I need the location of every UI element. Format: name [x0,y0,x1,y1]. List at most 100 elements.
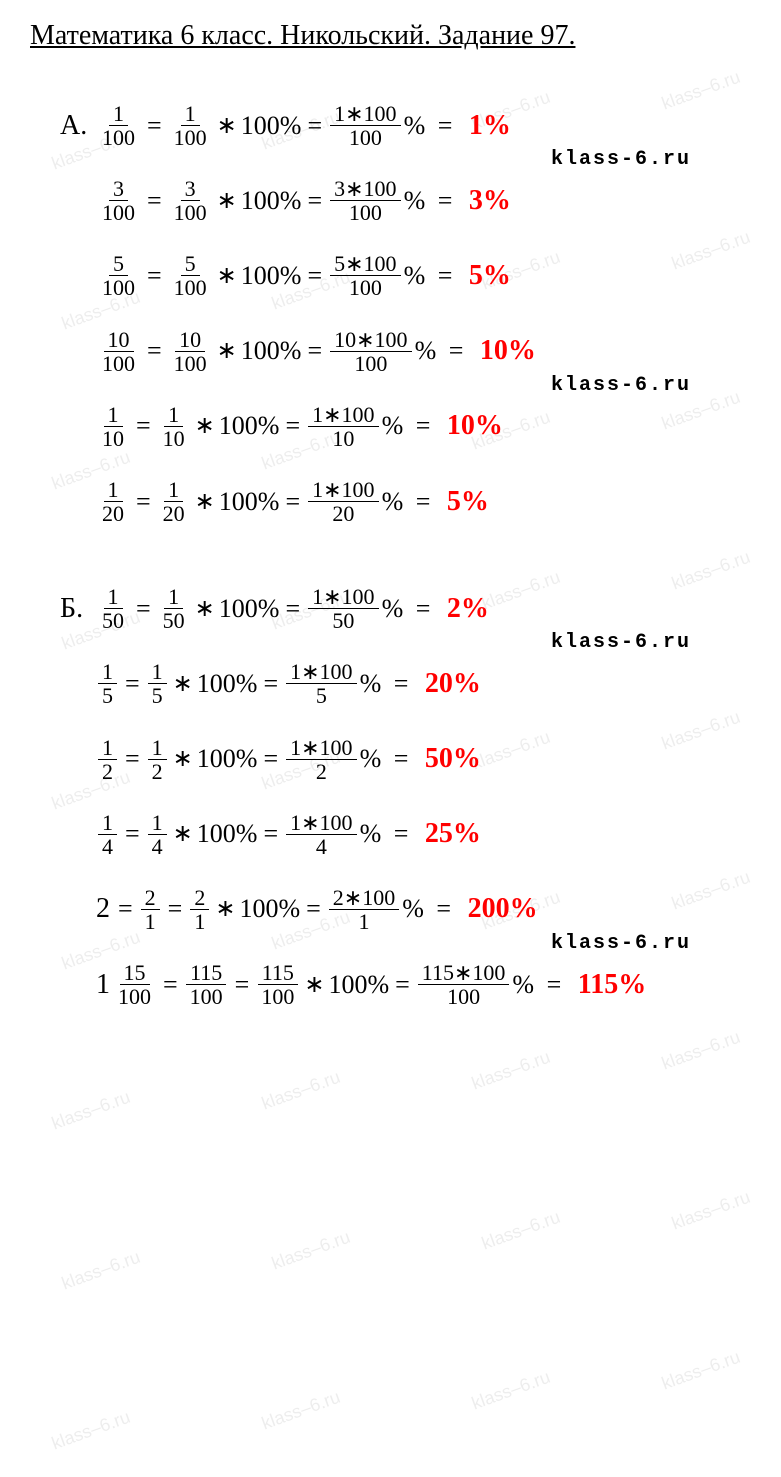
section-label: А. [60,112,90,140]
hundred-percent: 100% [241,188,302,214]
percent-sign: % [382,413,404,439]
multiply-sign: ∗ [195,490,215,514]
fraction-denominator: 1 [141,910,160,933]
fraction: 12 [148,736,167,783]
multiply-sign: ∗ [173,822,193,846]
percent-sign: % [512,972,534,998]
equation-row: 2=21=21∗100%=2∗1001% = 200%klass-6.ru [60,886,751,933]
fraction: 2∗1001 [329,886,399,933]
hundred-percent: 100% [219,489,280,515]
equation-row: 110=110∗100%=1∗10010% = 10% [60,403,751,450]
answer-value: 50% [425,745,481,773]
answer-value: 10% [447,412,503,440]
answer-value: 25% [425,820,481,848]
answer-value: 2% [447,595,489,623]
fraction-numerator: 1∗100 [286,811,356,835]
equation-row: 12=12∗100%=1∗1002% = 50% [60,736,751,783]
equation-row: 120=120∗100%=1∗10020% = 5% [60,478,751,525]
fraction: 1∗100100 [330,102,400,149]
answer-value: 1% [469,112,511,140]
watermark-light: klass–6.ru [269,1227,353,1275]
fraction-numerator: 2∗100 [329,886,399,910]
fraction-denominator: 20 [159,502,189,525]
fraction-denominator: 100 [170,201,211,224]
percent-sign: % [360,671,382,697]
watermark-light: klass–6.ru [259,1387,343,1435]
fraction: 1∗1004 [286,811,356,858]
watermark-light: klass–6.ru [469,1367,553,1415]
equals-sign: = [263,671,278,697]
fraction-denominator: 100 [98,276,139,299]
percent-sign: % [415,338,437,364]
page-content: Математика 6 класс. Никольский. Задание … [30,20,751,1008]
answer-value: 200% [468,895,538,923]
hundred-percent: 100% [241,263,302,289]
fraction-numerator: 10∗100 [330,328,411,352]
equation-row: 15=15∗100%=1∗1005% = 20% [60,660,751,707]
multiply-sign: ∗ [195,414,215,438]
fraction-numerator: 1 [164,585,183,609]
fraction: 21 [190,886,209,933]
equals-sign: = [442,338,470,364]
fraction: 1∗10010 [308,403,378,450]
watermark-bold: klass-6.ru [551,633,691,653]
equals-sign: = [387,821,415,847]
multiply-sign: ∗ [217,189,237,213]
multiply-sign: ∗ [215,897,235,921]
fraction: 150 [159,585,189,632]
fraction-numerator: 1 [181,102,200,126]
equals-sign: = [136,413,151,439]
fraction-denominator: 100 [170,276,211,299]
fraction-numerator: 1∗100 [308,478,378,502]
equals-sign: = [147,263,162,289]
fraction-numerator: 5 [181,252,200,276]
fraction-denominator: 100 [98,352,139,375]
fraction-numerator: 1 [164,403,183,427]
fraction: 115100 [257,961,298,1008]
fraction-denominator: 100 [170,126,211,149]
answer-value: 115% [578,971,646,999]
fraction-numerator: 1 [148,736,167,760]
fraction: 10∗100100 [330,328,411,375]
fraction: 14 [148,811,167,858]
fraction-numerator: 10 [175,328,205,352]
multiply-sign: ∗ [195,597,215,621]
fraction-numerator: 5∗100 [330,252,400,276]
fraction-numerator: 1∗100 [308,403,378,427]
fraction-numerator: 3 [109,177,128,201]
equals-sign: = [540,972,568,998]
fraction-denominator: 1 [355,910,374,933]
fraction: 15 [98,660,117,707]
percent-sign: % [382,596,404,622]
fraction-numerator: 1∗100 [308,585,378,609]
fraction-denominator: 100 [114,985,155,1008]
fraction-denominator: 2 [312,760,331,783]
mixed-whole: 1 [96,971,110,999]
equals-sign: = [263,821,278,847]
fraction-denominator: 2 [148,760,167,783]
fraction: 1∗10020 [308,478,378,525]
fraction-denominator: 5 [312,684,331,707]
equals-sign: = [307,188,322,214]
fraction-denominator: 5 [148,684,167,707]
fraction: 14 [98,811,117,858]
fraction: 10100 [170,328,211,375]
fraction-numerator: 1∗100 [286,736,356,760]
equation-row: 5100=5100∗100%=5∗100100% = 5% [60,252,751,299]
equals-sign: = [147,188,162,214]
answer-value: 5% [469,262,511,290]
fraction: 15 [148,660,167,707]
fraction-numerator: 2 [141,886,160,910]
fraction-numerator: 1 [164,478,183,502]
fraction-denominator: 50 [159,609,189,632]
hundred-percent: 100% [197,821,258,847]
percent-sign: % [404,263,426,289]
fraction: 1100 [170,102,211,149]
equals-sign: = [136,489,151,515]
percent-sign: % [382,489,404,515]
equals-sign: = [235,972,250,998]
page-title: Математика 6 класс. Никольский. Задание … [30,20,751,52]
fraction-numerator: 10 [104,328,134,352]
fraction-numerator: 115∗100 [418,961,510,985]
fraction: 5100 [98,252,139,299]
